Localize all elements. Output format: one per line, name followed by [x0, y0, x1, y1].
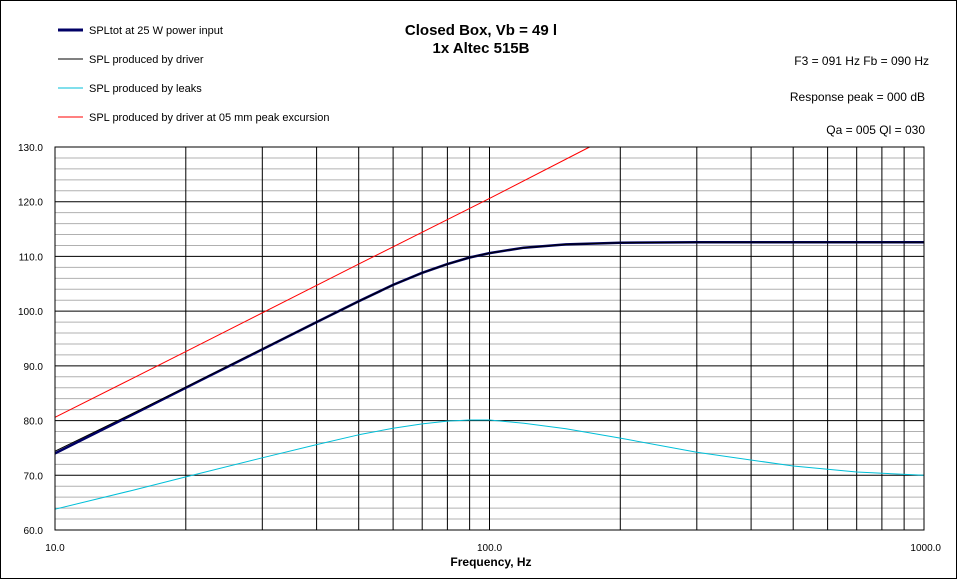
x-axis-title: Frequency, Hz — [450, 555, 531, 569]
x-axis-ticks: 10.0 100.0 1000.0 — [45, 543, 941, 554]
x-tick-label: 1000.0 — [910, 543, 941, 554]
legend-label-1: SPLtot at 25 W power input — [89, 25, 223, 37]
chart-title-line-1: Closed Box, Vb = 49 l — [405, 22, 557, 39]
legend-label-4: SPL produced by driver at 05 mm peak exc… — [89, 112, 330, 124]
legend-label-3: SPL produced by leaks — [89, 83, 202, 95]
legend-label-2: SPL produced by driver — [89, 54, 204, 66]
x-tick-label: 10.0 — [45, 543, 65, 554]
y-tick-label: 70.0 — [24, 471, 44, 482]
series-layer — [54, 146, 925, 510]
series-line-4 — [54, 146, 590, 418]
qa-ql-annotation: Qa = 005 Ql = 030 — [826, 123, 925, 137]
y-tick-label: 80.0 — [24, 417, 44, 428]
plot-border — [54, 146, 925, 531]
y-axis-ticks: 60.0 70.0 80.0 90.0 100.0 110.0 120.0 130.0 — [18, 143, 43, 537]
response-peak-annotation: Response peak = 000 dB — [790, 90, 925, 104]
f3-fb-annotation: F3 = 091 Hz Fb = 090 Hz — [794, 54, 929, 68]
legend: SPLtot at 25 W power input SPL produced b… — [58, 25, 330, 124]
series-line-2 — [54, 241, 924, 452]
y-tick-label: 100.0 — [18, 307, 43, 318]
chart-title-line-2: 1x Altec 515B — [432, 40, 529, 57]
y-tick-label: 130.0 — [18, 143, 43, 154]
y-tick-label: 60.0 — [24, 526, 44, 537]
y-tick-label: 90.0 — [24, 362, 44, 373]
y-tick-label: 110.0 — [19, 252, 44, 263]
x-tick-label: 100.0 — [477, 543, 502, 554]
series-line-3 — [54, 419, 925, 510]
y-tick-label: 120.0 — [18, 198, 43, 209]
grid-major — [55, 147, 924, 530]
